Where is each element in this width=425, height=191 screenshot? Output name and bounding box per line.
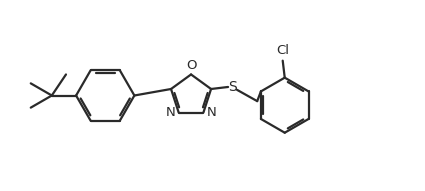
Text: Cl: Cl xyxy=(276,44,289,57)
Text: S: S xyxy=(228,80,236,94)
Text: O: O xyxy=(186,59,196,72)
Text: N: N xyxy=(206,106,216,119)
Text: N: N xyxy=(166,106,176,119)
